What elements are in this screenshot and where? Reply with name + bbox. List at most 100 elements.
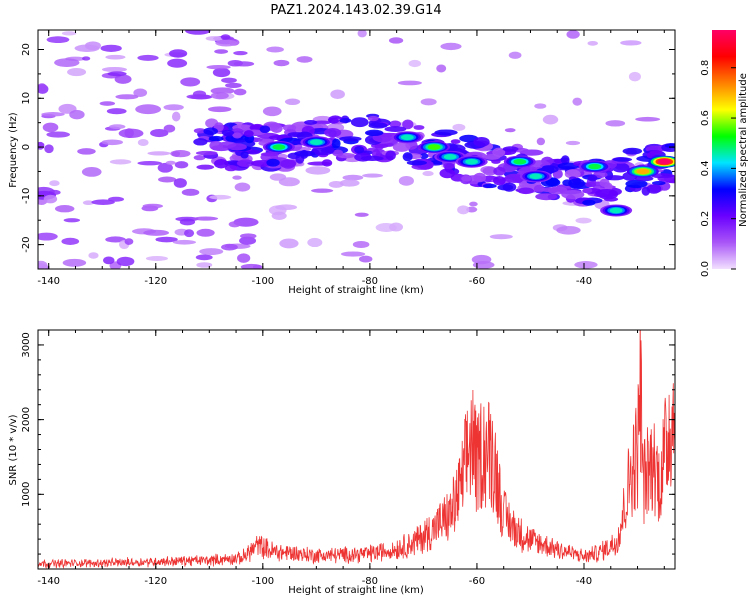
heatmap-cell [107,71,127,77]
heatmap-cell [220,34,231,40]
heatmap-cell [101,139,124,146]
heatmap-cell [109,159,132,165]
heatmap-cell [398,175,414,186]
heatmap-cell [206,65,231,70]
heatmap-cell [439,168,456,179]
heatmap-cell [635,116,661,122]
heatmap-cell [101,66,127,73]
heatmap-cell [284,98,301,106]
heatmap-cell [61,237,80,245]
x-tick-label: -60 [469,276,485,287]
heatmap-cell [358,255,373,263]
heatmap-cell [450,139,461,144]
snr-ylabel: SNR (10 * v/v) [8,414,19,485]
heatmap-cell [595,188,618,198]
heatmap-cell [384,126,407,132]
heatmap-cell [469,201,478,207]
y-tick-label: -10 [21,188,32,204]
heatmap-cell [497,184,514,191]
heatmap-cell [214,49,229,54]
heatmap-cell [452,123,466,131]
heatmap-cell [116,256,135,267]
heatmap-cell [599,178,610,187]
heatmap-cell [170,150,191,158]
heatmap-cell [137,139,149,146]
heatmap-cell [461,175,472,182]
heatmap-cell [406,160,427,166]
heatmap-cell [221,129,235,136]
heatmap-cell [218,141,237,149]
heatmap-cell [142,203,163,209]
heatmap-cell [105,236,126,243]
heatmap-cell [565,140,581,146]
y-tick-label: 20 [21,43,32,56]
heatmap-cell [82,200,95,206]
heatmap-cell [352,240,370,249]
heatmap-cell [542,114,559,125]
heatmap-cell [43,194,58,204]
y-tick-label: 2000 [21,407,32,432]
heatmap-cell [196,228,215,237]
heatmap-hotspot [529,173,543,180]
heatmap-cell [239,236,257,245]
heatmap-cell [205,36,224,41]
heatmap-cell [388,37,404,44]
heatmap-cell [237,159,255,167]
heatmap-cell [54,58,80,68]
colorbar-tick-label: 0.8 [700,60,711,76]
heatmap-cell [625,179,648,189]
heatmap-cell [440,42,462,51]
heatmap-cell [582,188,593,194]
heatmap-cell [185,30,211,35]
heatmap-cell [233,88,247,96]
heatmap-cell [471,254,492,265]
heatmap-cell [135,104,162,115]
heatmap-cell [38,260,48,269]
heatmap-cell [575,217,592,224]
heatmap-cell [517,187,534,195]
heatmap-cell [145,256,168,261]
heatmap-cell [54,205,75,213]
snr-axes: -140 -120 -100 -80 -60 -40 1000 2000 3000 [21,329,675,587]
heatmap-xlabel: Height of straight line (km) [288,285,424,296]
heatmap-cell [491,159,501,164]
x-tick-label: -80 [362,576,378,587]
heatmap-cell [74,44,100,52]
heatmap-cell [568,178,585,189]
heatmap-cell [233,51,248,56]
heatmap-cell [212,67,231,78]
heatmap-cell [46,36,70,44]
heatmap-cell [163,104,184,111]
x-tick-label: -140 [37,276,60,287]
heatmap-cell [564,169,581,179]
heatmap-cell [354,212,369,217]
heatmap-cell [622,147,643,155]
heatmap-cell [240,263,262,269]
heatmap-cell [368,122,388,129]
heatmap-cell [493,176,506,186]
heatmap-cell [612,157,633,162]
heatmap-cell [360,155,384,161]
heatmap-hotspot [657,158,671,165]
heatmap-cell [88,252,99,259]
heatmap-cell [604,196,619,202]
heatmap-cell [492,147,506,158]
heatmap-cell [535,193,558,201]
heatmap-cell [459,134,479,143]
heatmap-cell [143,229,170,236]
heatmap-cell [232,132,242,139]
heatmap-cell [539,187,563,193]
heatmap-cell [99,101,116,106]
heatmap-cell [342,174,364,181]
heatmap-cell [422,171,434,177]
heatmap-cell [275,204,298,211]
heatmap-cell [392,142,411,152]
heatmap-hotspot [588,163,602,170]
heatmap-cell [225,82,242,89]
heatmap-cell [234,182,251,192]
heatmap-cell [133,88,148,98]
colorbar-tick-label: 0.0 [700,261,711,277]
heatmap-cell [163,124,176,133]
